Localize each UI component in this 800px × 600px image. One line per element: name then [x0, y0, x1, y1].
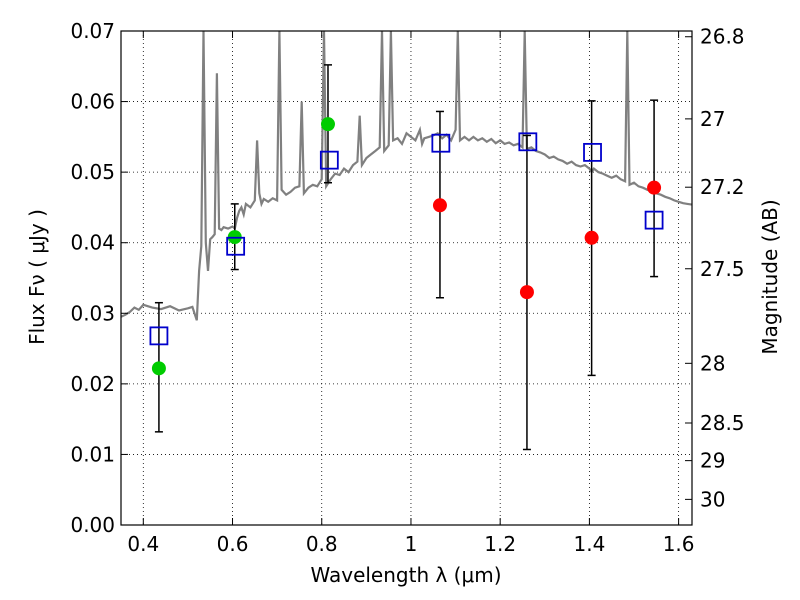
x-tick-label: 0.6 [217, 532, 249, 556]
y2-axis-label: Magnitude (AB) [758, 199, 782, 354]
error-bars-layer [154, 64, 659, 451]
y-tick-label: 0.01 [70, 442, 115, 466]
model-spectrum-line [121, 31, 692, 321]
grid [121, 30, 692, 526]
y2-tick-label: 28.5 [700, 411, 745, 435]
y-tick-label: 0.04 [70, 231, 115, 255]
open-square-point [644, 210, 664, 230]
y2-tick-label: 27 [700, 107, 725, 131]
y2-tick-label: 29 [700, 449, 725, 473]
filled-circle-point [151, 361, 166, 376]
y-tick-label: 0.05 [70, 160, 115, 184]
open-square-point [583, 142, 602, 162]
y2-tick-label: 27.2 [700, 175, 745, 199]
filled-circle-point [320, 117, 335, 132]
y-tick-label: 0.06 [70, 90, 115, 114]
y-tick-label: 0.03 [70, 301, 115, 325]
x-tick-label: 1 [405, 532, 418, 556]
open-square-point [319, 150, 339, 170]
open-square-point [226, 236, 246, 256]
open-square-point [431, 133, 451, 153]
x-tick-label: 1.2 [484, 532, 516, 556]
y-axis-label: Flux Fν ( μJy ) [25, 209, 49, 345]
y2-tick-label: 26.8 [700, 25, 745, 49]
open-square-point [518, 132, 538, 152]
filled-circle-point [584, 230, 599, 245]
filled-circle-point [432, 198, 447, 213]
filled-circle-point [647, 180, 662, 195]
y2-tick-label: 27.5 [700, 257, 745, 281]
y-tick-label: 0.00 [70, 513, 115, 537]
x-tick-label: 1.6 [663, 532, 695, 556]
x-tick-label: 0.8 [306, 532, 338, 556]
ticks-layer: 0.4 0.6 0.8 1 1.2 1.4 1.6 0.00 0.01 0.02 0.03 0.04 0… [70, 19, 744, 556]
markers-layer [149, 117, 664, 376]
x-tick-label: 1.4 [573, 532, 605, 556]
x-axis-label: Wavelength λ (μm) [310, 563, 501, 587]
plot-frame [120, 30, 693, 526]
y2-tick-label: 28 [700, 351, 725, 375]
y-tick-label: 0.02 [70, 372, 115, 396]
x-tick-label: 0.4 [127, 532, 159, 556]
y2-tick-label: 30 [700, 487, 725, 511]
model-spectrum-layer [121, 31, 692, 321]
open-square-point [149, 326, 169, 346]
y-tick-label: 0.07 [70, 19, 115, 43]
filled-circle-point [519, 285, 534, 300]
